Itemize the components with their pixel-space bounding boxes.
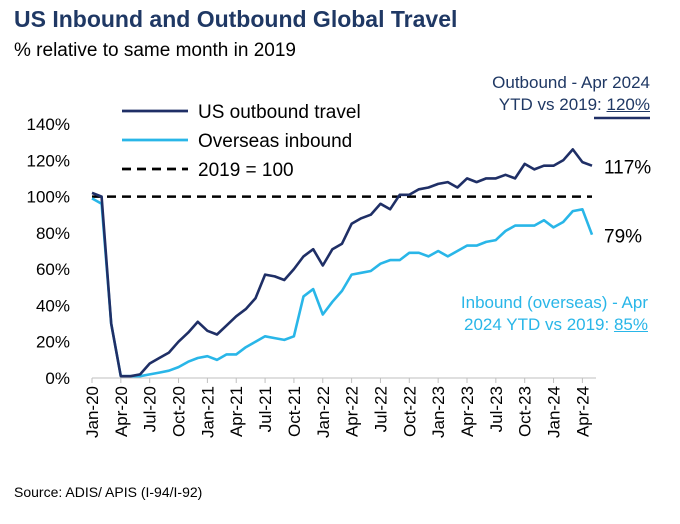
y-tick-label: 40% [36, 296, 70, 315]
x-tick-label: Apr-22 [343, 386, 362, 437]
y-tick-label: 100% [27, 188, 70, 207]
y-tick-label: 140% [27, 115, 70, 134]
x-tick-label: Jul-22 [371, 386, 390, 432]
chart-axes: 0% 20% 40% 60% 80% 100% 120% 140% Jan-20 Apr-20 Ju… [27, 115, 596, 438]
x-tick-label: Oct-21 [285, 386, 304, 437]
series-line-outbound [91, 148, 593, 378]
x-tick-label: Jul-20 [141, 386, 160, 432]
x-tick-label: Apr-20 [112, 386, 131, 437]
outbound-annotation-value: 120% [606, 94, 650, 114]
inbound-annotation-value: 85% [613, 314, 648, 334]
x-tick-label: Apr-23 [458, 386, 477, 437]
end-label-outbound: 117% [604, 158, 651, 179]
x-tick-label: Jul-23 [487, 386, 506, 432]
x-tick-label: Jan-24 [545, 386, 564, 438]
outbound-annotation-line1: Outbound - Apr 2024 [492, 73, 650, 92]
end-labels: 117% 79% [604, 158, 651, 248]
x-tick-label: Oct-22 [400, 386, 419, 437]
outbound-annotation-prefix: YTD vs 2019: [498, 94, 607, 114]
inbound-annotation-prefix: 2024 YTD vs 2019: [464, 314, 614, 334]
inbound-annotation-line2: 2024 YTD vs 2019: 85% [461, 314, 648, 336]
x-tick-label: Jan-20 [83, 386, 102, 438]
legend-item-reference-label: 2019 = 100 [198, 160, 294, 181]
source-note: Source: ADIS/ APIS (I-94/I-92) [14, 484, 203, 500]
series-lines [91, 148, 594, 378]
x-tick-label: Apr-21 [227, 386, 246, 437]
legend-item-outbound-label: US outbound travel [198, 102, 361, 123]
x-tick-label: Jan-22 [314, 386, 333, 438]
y-tick-label: 120% [27, 151, 70, 170]
x-tick-label: Jan-21 [198, 386, 217, 438]
x-tick-label: Apr-24 [573, 386, 592, 437]
x-tick-label: Jan-23 [429, 386, 448, 438]
chart-legend: US outbound travel Overseas inbound 2019 =… [122, 102, 650, 181]
x-tick-label: Jul-21 [256, 386, 275, 432]
y-tick-label: 60% [36, 260, 70, 279]
end-label-inbound: 79% [604, 227, 642, 248]
x-tick-label: Oct-23 [516, 386, 535, 437]
outbound-annotation-line2: YTD vs 2019: 120% [492, 94, 650, 116]
y-tick-label: 80% [36, 224, 70, 243]
outbound-annotation: Outbound - Apr 2024 YTD vs 2019: 120% [492, 72, 650, 116]
chart-subtitle: % relative to same month in 2019 [14, 40, 296, 61]
y-tick-label: 0% [45, 369, 70, 388]
chart-title: US Inbound and Outbound Global Travel [14, 6, 458, 32]
legend-item-inbound-label: Overseas inbound [198, 131, 352, 152]
series-line-inbound [91, 197, 594, 378]
x-tick-label: Oct-20 [170, 386, 189, 437]
inbound-annotation: Inbound (overseas) - Apr 2024 YTD vs 201… [461, 292, 648, 336]
y-tick-label: 20% [36, 333, 70, 352]
inbound-annotation-line1: Inbound (overseas) - Apr [460, 293, 648, 312]
